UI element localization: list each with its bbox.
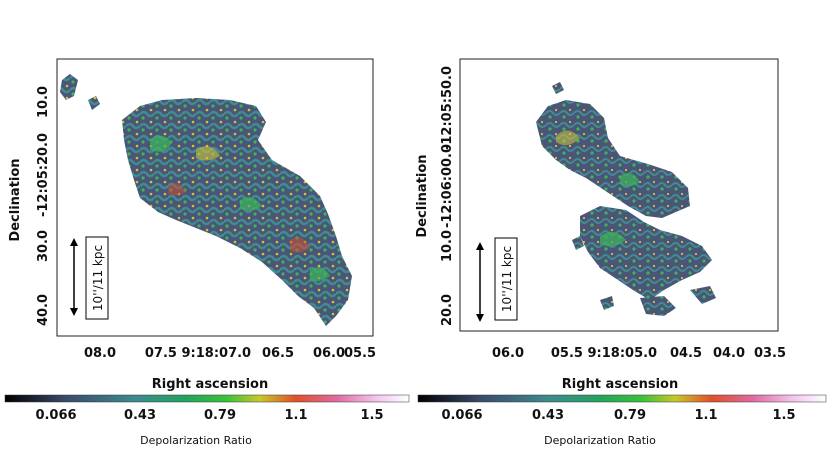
left-x-ticks: 08.0 07.5 9:18:07.0 06.5 06.0 05.5 (84, 346, 376, 361)
left-colorbar-ticks: 0.066 0.43 0.79 1.1 1.5 (35, 408, 383, 423)
left-x-tick-label: 06.5 (262, 346, 294, 361)
right-y-tick-label: 10.0 (440, 230, 455, 262)
right-y-ticks: -12:05:50.0 -12:06:00.0 10.0 20.0 (440, 66, 455, 326)
left-x-tick-label: 06.0 (313, 346, 345, 361)
right-colorbar-ticks: 0.066 0.43 0.79 1.1 1.5 (441, 408, 795, 423)
right-x-tick-label: 04.0 (713, 346, 745, 361)
right-scale-bar: 10''/11 kpc (476, 237, 518, 322)
left-colorbar-tick: 1.1 (284, 408, 307, 423)
right-colorbar-tick: 0.066 (441, 408, 482, 423)
left-scale-bar-label: 10''/11 kpc (91, 245, 105, 311)
right-y-tick-label: 20.0 (440, 294, 455, 326)
left-colorbar-title: Depolarization Ratio (140, 434, 252, 447)
right-scale-bar-label: 10''/11 kpc (500, 246, 514, 312)
right-x-tick-label: 05.5 9:18:05.0 (551, 346, 657, 361)
left-map-panel: 10''/11 kpc 10.0 -12:05:20.0 30.0 40.0 D… (4, 58, 410, 447)
left-colorbar-tick: 0.43 (124, 408, 156, 423)
left-y-tick-label: -12:05:20.0 (36, 133, 51, 217)
left-x-tick-label: 08.0 (84, 346, 116, 361)
right-colorbar-tick: 0.43 (532, 408, 564, 423)
left-x-axis-title: Right ascension (152, 377, 268, 392)
left-y-ticks: 10.0 -12:05:20.0 30.0 40.0 (36, 86, 51, 326)
right-map-panel: 10''/11 kpc -12:05:50.0 -12:06:00.0 10.0… (415, 58, 827, 447)
left-depolarization-map (60, 74, 352, 326)
right-x-tick-label: 06.0 (492, 346, 524, 361)
left-y-tick-label: 10.0 (36, 86, 51, 118)
right-colorbar-tick: 0.79 (614, 408, 646, 423)
left-y-tick-label: 40.0 (36, 294, 51, 326)
left-x-tick-label: 05.5 (344, 346, 376, 361)
right-x-tick-label: 03.5 (754, 346, 786, 361)
right-x-tick-label: 04.5 (670, 346, 702, 361)
right-x-ticks: 06.0 05.5 9:18:05.0 04.5 04.0 03.5 (492, 346, 786, 361)
right-y-axis-title: Declination (415, 154, 430, 237)
right-colorbar-title: Depolarization Ratio (544, 434, 656, 447)
left-colorbar-tick: 1.5 (360, 408, 383, 423)
left-y-axis-title: Declination (8, 158, 23, 241)
right-colorbar-tick: 1.1 (694, 408, 717, 423)
right-y-tick-label: -12:06:00.0 (440, 144, 455, 228)
left-colorbar-tick: 0.066 (35, 408, 76, 423)
left-colorbar (4, 394, 410, 403)
right-depolarization-map (536, 82, 716, 316)
right-x-axis-title: Right ascension (562, 377, 678, 392)
left-colorbar-tick: 0.79 (204, 408, 236, 423)
right-colorbar-tick: 1.5 (772, 408, 795, 423)
left-scale-bar: 10''/11 kpc (70, 236, 109, 320)
left-y-tick-label: 30.0 (36, 230, 51, 262)
right-y-tick-label: -12:05:50.0 (440, 66, 455, 150)
left-x-tick-label: 07.5 9:18:07.0 (145, 346, 251, 361)
right-colorbar (417, 394, 827, 403)
